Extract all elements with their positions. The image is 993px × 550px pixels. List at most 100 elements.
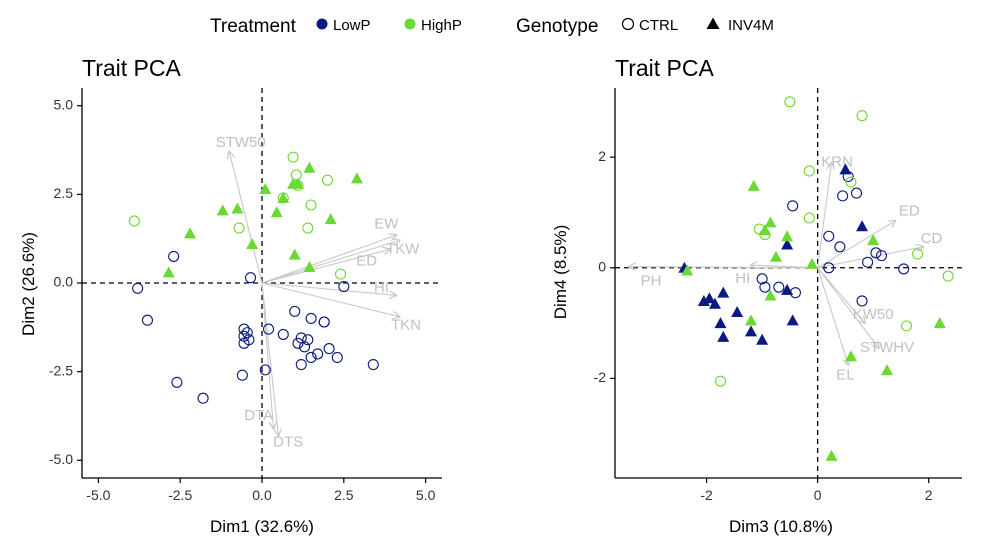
data-point-triangle bbox=[288, 248, 301, 260]
data-point-circle bbox=[331, 351, 343, 364]
panel-title: Trait PCA bbox=[615, 55, 714, 81]
data-point-circle bbox=[290, 169, 302, 181]
x-axis-label: Dim3 (10.8%) bbox=[729, 517, 833, 536]
loading-arrow-stwhv bbox=[817, 267, 879, 348]
y-tick-label: 0 bbox=[598, 258, 606, 274]
loading-arrow-hi bbox=[261, 282, 396, 295]
x-tick-label: 2.5 bbox=[334, 487, 354, 503]
legend-ctrl-marker bbox=[621, 17, 635, 31]
loading-label-tkw: TKW bbox=[386, 240, 420, 257]
data-point-circle bbox=[784, 96, 796, 108]
data-point-circle bbox=[287, 151, 299, 163]
data-point-circle bbox=[803, 212, 815, 224]
loading-arrow-stw50 bbox=[229, 152, 263, 284]
legend-lowp-marker bbox=[316, 18, 328, 30]
data-point-circle bbox=[856, 295, 868, 307]
data-point-triangle bbox=[717, 286, 730, 298]
data-point-triangle bbox=[708, 297, 721, 309]
y-tick-label: -2 bbox=[594, 369, 607, 385]
x-axis-label: Dim1 (32.6%) bbox=[210, 517, 314, 536]
data-point-circle bbox=[168, 250, 180, 262]
data-point-circle bbox=[233, 222, 245, 234]
data-point-triangle bbox=[162, 266, 175, 278]
data-point-triangle bbox=[758, 224, 771, 236]
data-point-circle bbox=[837, 190, 849, 202]
data-point-circle bbox=[823, 230, 835, 242]
data-point-circle bbox=[259, 364, 271, 376]
data-point-triangle bbox=[231, 202, 244, 214]
loading-arrow-ed bbox=[261, 249, 390, 284]
data-point-circle bbox=[318, 316, 330, 328]
loading-label-stwhv: STWHV bbox=[860, 339, 914, 356]
data-point-circle bbox=[243, 334, 255, 346]
data-point-triangle bbox=[184, 227, 196, 239]
data-point-triangle bbox=[277, 191, 290, 203]
y-tick-label: 2.5 bbox=[54, 185, 74, 201]
data-point-triangle bbox=[324, 213, 337, 225]
loading-arrow-kw50 bbox=[817, 267, 865, 323]
data-point-circle bbox=[823, 262, 835, 274]
data-point-triangle bbox=[806, 257, 819, 269]
data-point-circle bbox=[898, 263, 910, 275]
data-point-triangle bbox=[303, 261, 316, 273]
data-point-triangle bbox=[839, 163, 852, 175]
data-point-triangle bbox=[717, 330, 730, 342]
legend-genotype-title: Genotype bbox=[516, 16, 598, 37]
data-point-circle bbox=[321, 174, 334, 186]
data-point-circle bbox=[305, 351, 317, 364]
data-point-circle bbox=[323, 343, 335, 355]
data-point-triangle bbox=[770, 250, 783, 262]
x-tick-label: 5.0 bbox=[416, 487, 436, 503]
loading-label-stw50: STW50 bbox=[216, 134, 266, 151]
loading-label-cd: CD bbox=[921, 230, 943, 247]
loading-arrow-krn bbox=[817, 163, 832, 268]
data-point-circle bbox=[787, 200, 799, 212]
loading-label-el: EL bbox=[836, 367, 854, 384]
data-point-circle bbox=[132, 282, 144, 294]
panel-title: Trait PCA bbox=[82, 55, 181, 81]
y-axis-label: Dim2 (26.6%) bbox=[19, 232, 38, 336]
data-point-circle bbox=[367, 358, 379, 371]
y-axis-label: Dim4 (8.5%) bbox=[551, 225, 570, 319]
data-point-circle bbox=[834, 241, 846, 253]
loading-label-hi: HI bbox=[735, 270, 750, 287]
data-point-circle bbox=[875, 250, 888, 262]
data-point-circle bbox=[302, 334, 314, 346]
y-tick-label: 0.0 bbox=[54, 274, 74, 290]
data-point-triangle bbox=[303, 161, 316, 173]
data-point-circle bbox=[850, 187, 863, 199]
data-point-circle bbox=[295, 332, 307, 344]
legend: Treatment LowP HighP Genotype CTRL INV4M bbox=[210, 16, 774, 37]
data-point-triangle bbox=[825, 449, 838, 461]
legend-highp-marker bbox=[404, 18, 416, 30]
data-point-triangle bbox=[292, 177, 304, 189]
y-tick-label: -2.5 bbox=[49, 362, 73, 378]
data-point-triangle bbox=[856, 220, 869, 232]
loading-label-ew: EW bbox=[374, 215, 399, 232]
data-point-triangle bbox=[246, 238, 259, 249]
loading-label-krn: KRN bbox=[821, 154, 853, 171]
loading-arrow-hi bbox=[751, 265, 818, 268]
legend-lowp-label: LowP bbox=[333, 17, 371, 34]
legend-inv4m-label: INV4M bbox=[728, 17, 774, 34]
loading-label-kw50: KW50 bbox=[853, 306, 894, 323]
data-point-circle bbox=[756, 273, 768, 285]
loading-label-dts: DTS bbox=[273, 434, 303, 451]
data-point-circle bbox=[197, 392, 209, 404]
data-point-triangle bbox=[844, 350, 857, 362]
data-point-triangle bbox=[216, 204, 229, 216]
loading-arrow-ew bbox=[261, 235, 396, 284]
data-point-circle bbox=[714, 375, 727, 387]
data-point-circle bbox=[141, 314, 154, 326]
data-point-circle bbox=[759, 281, 771, 293]
data-point-circle bbox=[292, 337, 304, 349]
data-point-circle bbox=[845, 176, 857, 188]
data-point-triangle bbox=[933, 317, 946, 329]
data-point-triangle bbox=[270, 206, 283, 218]
data-point-triangle bbox=[703, 292, 716, 304]
data-point-circle bbox=[870, 247, 882, 259]
data-point-triangle bbox=[756, 333, 769, 345]
data-point-triangle bbox=[350, 172, 363, 184]
